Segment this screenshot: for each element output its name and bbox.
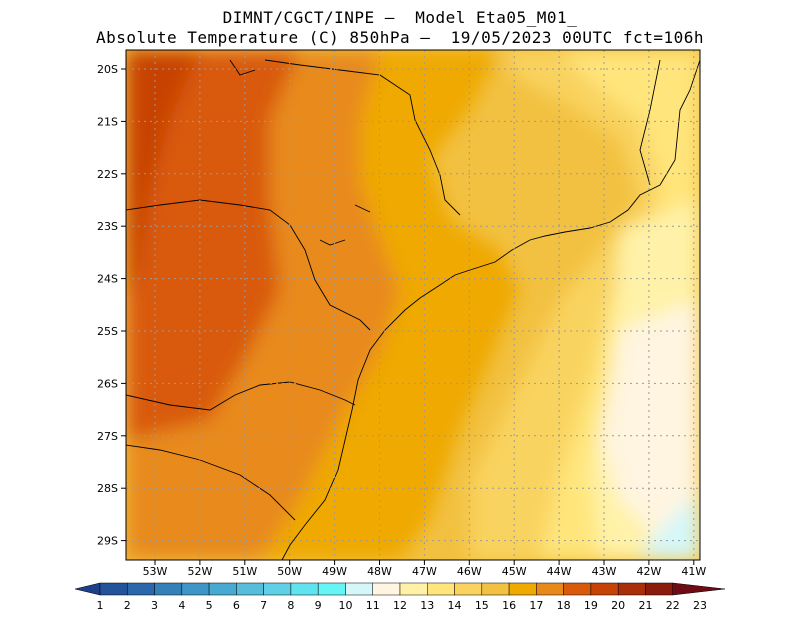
lon-label: 51W <box>232 565 257 578</box>
colorbar-swatch <box>508 582 537 596</box>
lon-label: 50W <box>277 565 302 578</box>
chart-title-line2: Absolute Temperature (C) 850hPa – 19/05/… <box>96 28 704 47</box>
graticule <box>126 50 700 560</box>
lat-label: 21S <box>97 115 118 128</box>
colorbar-swatch <box>645 582 673 596</box>
colorbar-swatch <box>208 582 237 596</box>
colorbar-label: 12 <box>393 599 407 612</box>
colorbar-label: 10 <box>338 599 352 612</box>
colorbar-label: 8 <box>287 599 294 612</box>
colorbar-label: 4 <box>178 599 185 612</box>
colorbar-swatch <box>481 582 510 596</box>
colorbar-label: 7 <box>260 599 267 612</box>
colorbar-label: 18 <box>557 599 571 612</box>
colorbar-swatch <box>563 582 592 596</box>
lon-label: 43W <box>592 565 617 578</box>
colorbar-swatch <box>181 582 210 596</box>
colorbar-label: 16 <box>502 599 516 612</box>
colorbar-swatch <box>536 582 564 596</box>
colorbar-label: 2 <box>124 599 131 612</box>
latitude-labels: 20S 21S 22S 23S 24S 25S 26S 27S 28S 29S <box>97 63 126 548</box>
colorbar-swatch <box>345 582 373 596</box>
colorbar-label: 21 <box>638 599 652 612</box>
colorbar-swatch <box>427 582 455 596</box>
colorbar-label: 5 <box>206 599 213 612</box>
lon-label: 52W <box>187 565 212 578</box>
lon-label: 48W <box>367 565 392 578</box>
colorbar-label: 6 <box>233 599 240 612</box>
colorbar-swatch <box>399 582 428 596</box>
colorbar-label: 22 <box>666 599 680 612</box>
lon-label: 41W <box>681 565 706 578</box>
colorbar-label: 9 <box>315 599 322 612</box>
colorbar-label: 11 <box>366 599 380 612</box>
colorbar-swatch <box>454 582 483 596</box>
colorbar-label: 13 <box>420 599 434 612</box>
colorbar-swatch <box>617 582 646 596</box>
chart-title-line1: DIMNT/CGCT/INPE – Model Eta05_M01_ <box>222 8 578 27</box>
colorbar-swatch <box>99 582 128 596</box>
colorbar-arrow-low <box>74 582 101 596</box>
colorbar-swatch <box>290 582 319 596</box>
lat-label: 22S <box>97 168 118 181</box>
longitude-labels: 53W 52W 51W 50W 49W 48W 47W 46W 45W 44W 43W 42W 41W <box>143 560 706 578</box>
colorbar-swatch <box>236 582 264 596</box>
colorbar-label: 15 <box>475 599 489 612</box>
colorbar-arrow-high <box>672 582 726 596</box>
temperature-field <box>126 50 700 560</box>
lon-label: 42W <box>636 565 661 578</box>
lat-label: 24S <box>97 273 118 286</box>
lon-label: 46W <box>457 565 482 578</box>
lat-label: 29S <box>97 535 118 548</box>
map-frame <box>125 49 701 561</box>
lat-label: 27S <box>97 430 118 443</box>
lon-label: 53W <box>143 565 168 578</box>
lat-label: 20S <box>97 63 118 76</box>
colorbar-swatch <box>590 582 619 596</box>
colorbar-label: 23 <box>693 599 707 612</box>
lat-label: 28S <box>97 482 118 495</box>
lat-label: 23S <box>97 220 118 233</box>
colorbar-label: 17 <box>529 599 543 612</box>
lat-label: 25S <box>97 325 118 338</box>
colorbar-swatch <box>317 582 346 596</box>
lat-label: 26S <box>97 377 118 390</box>
lon-label: 44W <box>547 565 572 578</box>
colorbar-label: 3 <box>151 599 158 612</box>
colorbar-label: 20 <box>611 599 625 612</box>
lon-label: 47W <box>412 565 437 578</box>
colorbar-swatch <box>263 582 292 596</box>
colorbar-swatch <box>127 582 155 596</box>
colorbar-label: 1 <box>97 599 104 612</box>
colorbar-swatch <box>372 582 401 596</box>
lon-label: 45W <box>502 565 527 578</box>
lon-label: 49W <box>322 565 347 578</box>
colorbar-swatch <box>154 582 183 596</box>
colorbar: 1 2 3 4 5 6 7 8 9 10 11 12 13 14 15 16 17 18 19 20 21 22 23 <box>74 582 726 612</box>
colorbar-label: 19 <box>584 599 598 612</box>
colorbar-label: 14 <box>448 599 462 612</box>
